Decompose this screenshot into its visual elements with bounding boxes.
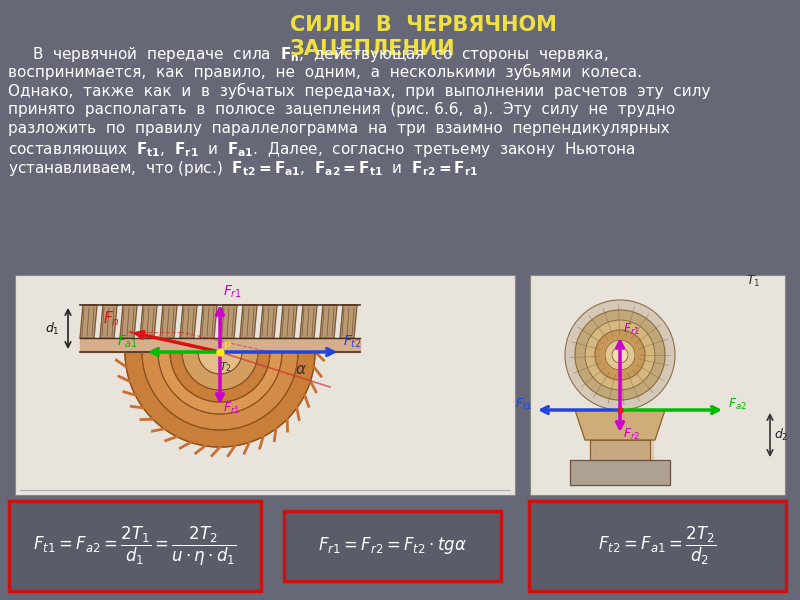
Text: разложить  по  правилу  параллелограмма  на  три  взаимно  перпендикулярных: разложить по правилу параллелограмма на … — [8, 121, 670, 136]
Text: $T_2$: $T_2$ — [218, 360, 231, 374]
Polygon shape — [320, 305, 337, 338]
Polygon shape — [80, 305, 97, 338]
Polygon shape — [575, 410, 665, 440]
Text: $\alpha$: $\alpha$ — [295, 362, 307, 377]
Polygon shape — [125, 352, 315, 447]
Polygon shape — [200, 305, 217, 338]
Polygon shape — [220, 305, 237, 338]
Polygon shape — [280, 305, 297, 338]
Bar — [15, 275, 515, 495]
Text: $F_{r1} = F_{r2} = F_{t2} \cdot tg\alpha$: $F_{r1} = F_{r2} = F_{t2} \cdot tg\alpha… — [318, 535, 467, 557]
Polygon shape — [300, 305, 317, 338]
Text: $T_1$: $T_1$ — [746, 274, 760, 289]
Text: устанавливаем,  что (рис.)  $\mathbf{F_{t2}=F_{a1}}$,  $\mathbf{F_{a2}=F_{t1}}$ : устанавливаем, что (рис.) $\mathbf{F_{t2… — [8, 159, 478, 178]
FancyBboxPatch shape — [284, 511, 501, 581]
Polygon shape — [605, 440, 613, 460]
Text: P: P — [224, 342, 230, 352]
Polygon shape — [80, 305, 97, 338]
Polygon shape — [635, 440, 643, 460]
Polygon shape — [260, 305, 277, 338]
Text: $F_{t2}$: $F_{t2}$ — [343, 334, 362, 350]
Text: составляющих  $\mathbf{F_{t1}}$,  $\mathbf{F_{r1}}$  и  $\mathbf{F_{a1}}$.  Дале: составляющих $\mathbf{F_{t1}}$, $\mathbf… — [8, 140, 635, 159]
Bar — [530, 275, 785, 495]
Polygon shape — [625, 440, 633, 460]
Polygon shape — [160, 305, 177, 338]
Polygon shape — [198, 352, 242, 374]
Polygon shape — [280, 305, 297, 338]
Text: $F_{t1}$: $F_{t1}$ — [514, 397, 532, 412]
Polygon shape — [595, 440, 603, 460]
Polygon shape — [160, 305, 177, 338]
Text: $F_{r1}$: $F_{r1}$ — [223, 284, 242, 300]
Text: $F_{t2} = F_{a1} = \dfrac{2T_2}{d_2}$: $F_{t2} = F_{a1} = \dfrac{2T_2}{d_2}$ — [598, 525, 717, 567]
Text: $d_1$: $d_1$ — [46, 320, 60, 337]
Polygon shape — [170, 352, 270, 402]
Text: $d_2$: $d_2$ — [774, 427, 789, 443]
Circle shape — [605, 340, 635, 370]
Polygon shape — [140, 305, 157, 338]
Text: $F_{t1} = F_{a2} = \dfrac{2T_1}{d_1} = \dfrac{2T_2}{u \cdot \eta \cdot d_1}$: $F_{t1} = F_{a2} = \dfrac{2T_1}{d_1} = \… — [33, 524, 237, 568]
Polygon shape — [590, 440, 650, 460]
Polygon shape — [142, 352, 298, 430]
FancyBboxPatch shape — [529, 501, 786, 591]
Polygon shape — [615, 440, 623, 460]
Text: $F_{a1}$: $F_{a1}$ — [117, 334, 138, 350]
Polygon shape — [100, 305, 117, 338]
Circle shape — [595, 330, 645, 380]
Polygon shape — [240, 305, 257, 338]
Text: СИЛЫ  В  ЧЕРВЯЧНОМ
ЗАЦЕПЛЕНИИ: СИЛЫ В ЧЕРВЯЧНОМ ЗАЦЕПЛЕНИИ — [290, 15, 557, 58]
Polygon shape — [180, 305, 197, 338]
Circle shape — [612, 347, 628, 363]
Polygon shape — [140, 305, 157, 338]
Polygon shape — [260, 305, 277, 338]
Polygon shape — [125, 352, 315, 447]
Polygon shape — [120, 305, 137, 338]
Circle shape — [585, 320, 655, 390]
Polygon shape — [180, 305, 197, 338]
Circle shape — [565, 300, 675, 410]
Text: $F_{r2}$: $F_{r2}$ — [623, 427, 640, 442]
Polygon shape — [200, 305, 217, 338]
Text: $F_{r1}$: $F_{r1}$ — [223, 401, 241, 416]
Text: В  червячной  передаче  сила  $\mathbf{F_n}$,  действующая  со  стороны  червяка: В червячной передаче сила $\mathbf{F_n}$… — [8, 45, 609, 64]
Text: $F_{a2}$: $F_{a2}$ — [728, 397, 747, 412]
Text: Однако,  также  как  и  в  зубчатых  передачах,  при  выполнении  расчетов  эту : Однако, также как и в зубчатых передачах… — [8, 83, 710, 99]
Polygon shape — [300, 305, 317, 338]
Polygon shape — [645, 440, 653, 460]
FancyBboxPatch shape — [9, 501, 261, 591]
Polygon shape — [320, 305, 337, 338]
Text: $F_n$: $F_n$ — [103, 310, 120, 328]
Text: принято  располагать  в  полюсе  зацепления  (рис. 6.6,  а).  Эту  силу  не  тру: принято располагать в полюсе зацепления … — [8, 102, 675, 117]
Text: воспринимается,  как  правило,  не  одним,  а  несколькими  зубьями  колеса.: воспринимается, как правило, не одним, а… — [8, 64, 642, 80]
Polygon shape — [220, 305, 237, 338]
Polygon shape — [100, 305, 117, 338]
Polygon shape — [340, 305, 357, 338]
Polygon shape — [182, 352, 258, 390]
Polygon shape — [240, 305, 257, 338]
Polygon shape — [340, 305, 357, 338]
Text: $F_{r1}$: $F_{r1}$ — [623, 322, 641, 337]
Polygon shape — [570, 460, 670, 485]
Polygon shape — [120, 305, 137, 338]
Circle shape — [575, 310, 665, 400]
Polygon shape — [158, 352, 282, 414]
